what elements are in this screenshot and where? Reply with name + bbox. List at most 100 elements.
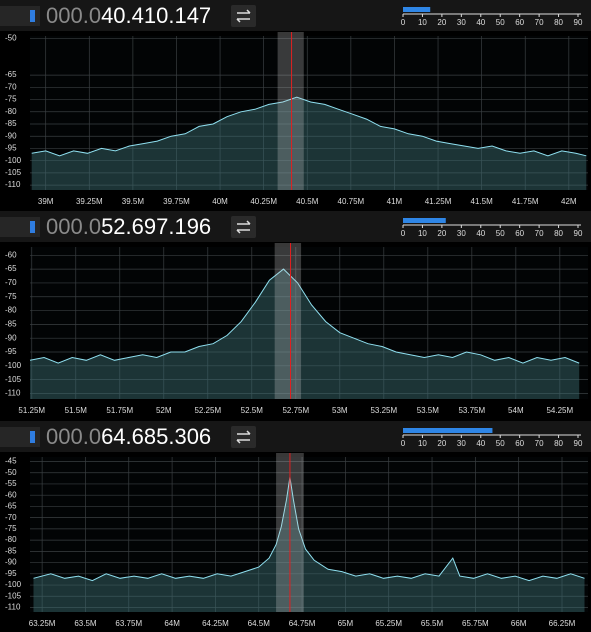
y-tick-label: -70	[5, 513, 17, 522]
y-tick-label: -110	[5, 389, 21, 398]
panel: 000.064.685.306 0 10 20 30 40 50 60 70 80 90 -45 -50…	[0, 421, 591, 628]
tuner-indicator	[30, 10, 35, 22]
x-tick-label: 41.25M	[425, 197, 452, 206]
x-tick-label: 40.25M	[250, 197, 277, 206]
x-tick-label: 64.75M	[289, 619, 316, 628]
x-tick-label: 63.5M	[74, 619, 97, 628]
plot-background	[30, 457, 588, 612]
x-tick-label: 53.75M	[458, 406, 485, 415]
meter-tick-label: 30	[457, 439, 466, 448]
x-tick-label: 52.25M	[194, 406, 221, 415]
swap-button[interactable]	[231, 5, 256, 27]
meter-level	[403, 218, 446, 223]
x-tick-label: 42M	[561, 197, 577, 206]
y-tick-label: -80	[5, 107, 17, 116]
y-tick-label: -105	[5, 591, 22, 600]
frequency-value: 64.685.306	[101, 424, 211, 449]
x-tick-label: 65M	[338, 619, 354, 628]
meter-tick-label: 10	[418, 439, 427, 448]
y-tick-label: -100	[5, 156, 22, 165]
y-tick-label: -110	[5, 603, 21, 612]
spectrum-trace	[33, 477, 585, 582]
frequency-display: 000.064.685.306	[46, 424, 211, 449]
y-tick-label: -80	[5, 535, 17, 544]
meter-tick-label: 10	[418, 18, 427, 27]
y-tick-label: -55	[5, 479, 17, 488]
x-tick-label: 39.25M	[76, 197, 103, 206]
meter-tick-label: 0	[401, 439, 406, 448]
y-tick-label: -85	[5, 546, 17, 555]
x-tick-label: 53M	[332, 406, 348, 415]
x-tick-label: 54M	[508, 406, 524, 415]
y-tick-label: -100	[5, 580, 22, 589]
y-tick-label: -50	[5, 468, 17, 477]
y-tick-label: -95	[5, 144, 17, 153]
y-tick-label: -65	[5, 70, 17, 79]
y-tick-label: -50	[5, 34, 17, 43]
y-tick-label: -75	[5, 292, 17, 301]
meter-tick-label: 90	[574, 439, 583, 448]
x-tick-label: 52M	[156, 406, 172, 415]
x-tick-label: 53.25M	[370, 406, 397, 415]
frequency-value: 40.410.147	[101, 3, 211, 28]
x-tick-label: 53.5M	[417, 406, 440, 415]
meter-tick-label: 80	[554, 18, 563, 27]
y-tick-label: -100	[5, 361, 22, 370]
y-tick-label: -75	[5, 95, 17, 104]
swap-button[interactable]	[231, 216, 256, 238]
y-tick-label: -60	[5, 490, 17, 499]
x-tick-label: 39.5M	[122, 197, 145, 206]
meter-tick-label: 30	[457, 229, 466, 238]
y-tick-label: -90	[5, 131, 17, 140]
y-tick-label: -85	[5, 319, 17, 328]
x-tick-label: 51.5M	[65, 406, 88, 415]
meter-tick-label: 0	[401, 229, 406, 238]
y-tick-label: -90	[5, 333, 17, 342]
y-tick-label: -85	[5, 119, 17, 128]
panel: 000.052.697.196 0 10 20 30 40 50 60 70 80 90 -60 -65…	[0, 211, 591, 415]
spectrum-area	[31, 97, 587, 190]
tuner-indicator	[30, 221, 35, 233]
x-tick-label: 52.75M	[282, 406, 309, 415]
header-bar	[0, 0, 591, 31]
y-tick-label: -95	[5, 569, 17, 578]
meter-tick-label: 20	[437, 18, 446, 27]
x-tick-label: 52.5M	[241, 406, 264, 415]
x-tick-label: 54.25M	[546, 406, 573, 415]
meter-tick-label: 70	[535, 439, 544, 448]
meter-tick-label: 10	[418, 229, 427, 238]
x-tick-label: 63.25M	[29, 619, 56, 628]
x-tick-label: 65.5M	[421, 619, 444, 628]
x-tick-label: 64M	[164, 619, 180, 628]
frequency-prefix: 000.0	[46, 3, 101, 28]
y-tick-label: -65	[5, 502, 17, 511]
swap-button-bg	[231, 426, 256, 448]
meter-tick-label: 20	[437, 439, 446, 448]
swap-button-bg	[231, 5, 256, 27]
meter-tick-label: 30	[457, 18, 466, 27]
x-tick-label: 41.5M	[471, 197, 494, 206]
y-tick-label: -90	[5, 558, 17, 567]
spectrum-area	[30, 269, 580, 399]
y-tick-label: -65	[5, 264, 17, 273]
meter-tick-label: 80	[554, 439, 563, 448]
frequency-prefix: 000.0	[46, 214, 101, 239]
swap-icon	[236, 220, 251, 234]
x-tick-label: 66.25M	[549, 619, 576, 628]
y-tick-label: -105	[5, 375, 22, 384]
header-bar	[0, 211, 591, 242]
meter-tick-label: 70	[535, 229, 544, 238]
filter-band[interactable]	[274, 243, 302, 399]
y-tick-label: -70	[5, 82, 17, 91]
meter-tick-label: 50	[496, 18, 505, 27]
y-tick-label: -95	[5, 347, 17, 356]
frequency-prefix: 000.0	[46, 424, 101, 449]
meter-tick-label: 60	[515, 439, 524, 448]
y-tick-label: -80	[5, 306, 17, 315]
meter-tick-label: 70	[535, 18, 544, 27]
filter-band[interactable]	[277, 32, 304, 190]
swap-button[interactable]	[231, 426, 256, 448]
plot-background	[30, 36, 588, 190]
